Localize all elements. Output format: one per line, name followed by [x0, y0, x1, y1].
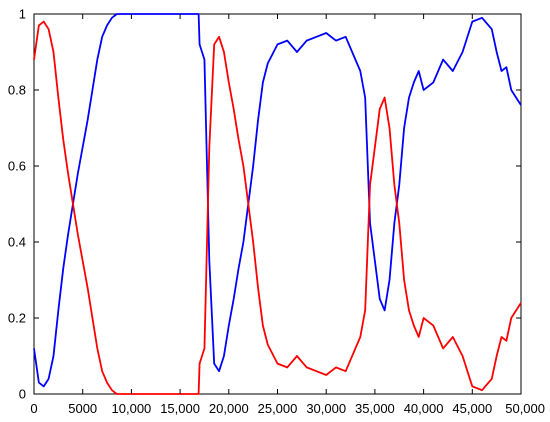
plot-frame: [33, 13, 522, 395]
x-axis: 0 5000 10,000 15,000 20,000 25,000 30,000 35,00…: [30, 14, 545, 416]
y-axis: 0 0.2 0.4 0.6 0.8 1: [8, 7, 521, 402]
x-tick-label: 30,000: [306, 401, 346, 416]
y-tick-label: 0.8: [8, 83, 26, 98]
plot-area: [33, 13, 522, 395]
x-tick-label: 45,000: [452, 401, 492, 416]
y-tick-label: 1: [19, 7, 26, 22]
y-tick-label: 0.2: [8, 311, 26, 326]
x-tick-label: 50,000: [505, 401, 545, 416]
x-tick-label: 5000: [68, 401, 97, 416]
y-tick-label: 0: [19, 387, 26, 402]
x-tick-label: 25,000: [258, 401, 298, 416]
x-tick-label: 10,000: [112, 401, 152, 416]
series-layer: [33, 13, 522, 395]
x-tick-label: 20,000: [209, 401, 249, 416]
y-tick-label: 0.6: [8, 159, 26, 174]
x-tick-label: 0: [30, 401, 37, 416]
x-tick-label: 35,000: [355, 401, 395, 416]
series-line-2: [33, 20, 522, 395]
series-line-1: [33, 13, 522, 388]
x-tick-label: 40,000: [404, 401, 444, 416]
y-tick-label: 0.4: [8, 235, 26, 250]
x-tick-label: 15,000: [160, 401, 200, 416]
